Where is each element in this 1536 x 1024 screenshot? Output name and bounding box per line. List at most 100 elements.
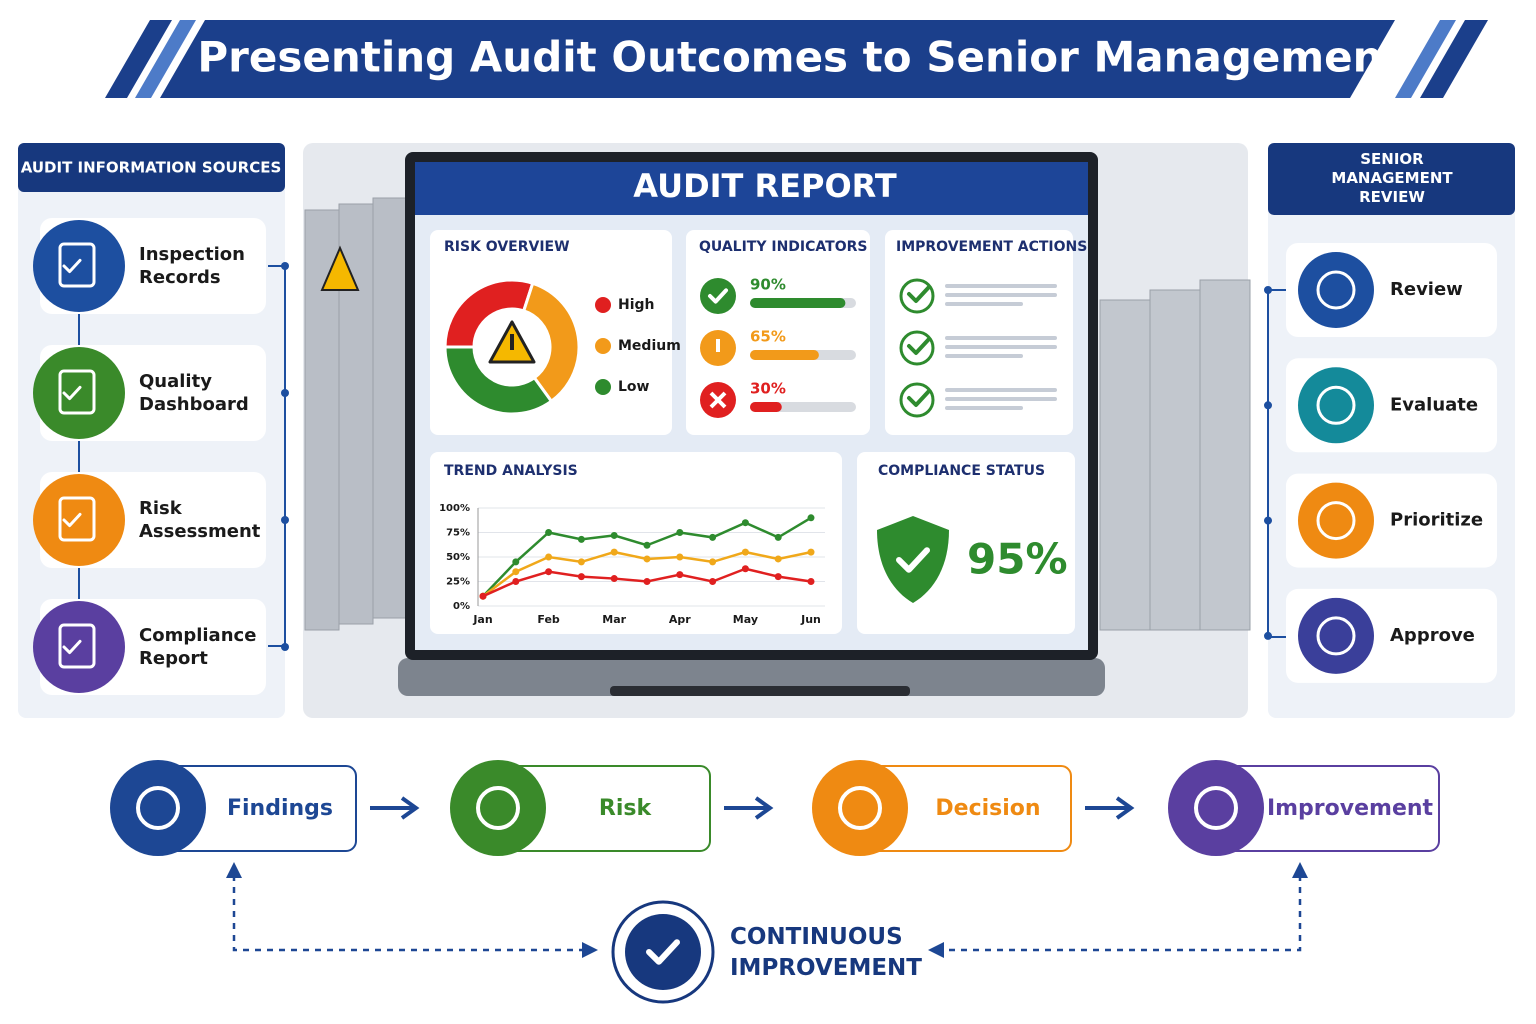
source-label: Quality Dashboard: [139, 371, 249, 415]
donut-segment: [521, 281, 581, 404]
flow-icon: [450, 760, 546, 856]
cycle-label: CONTINUOUS IMPROVEMENT: [730, 924, 922, 981]
card-title: IMPROVEMENT ACTIONS: [896, 239, 1087, 255]
cabinet: [1149, 289, 1201, 631]
donut-segment: [443, 345, 554, 416]
action-line: [945, 397, 1057, 401]
trend-point: [479, 592, 487, 600]
banner-stripe: [1420, 20, 1488, 98]
action-line: [945, 336, 1057, 340]
action-line: [945, 406, 1023, 410]
review-label: Approve: [1390, 625, 1475, 646]
action-icon: [899, 278, 935, 314]
trend-point: [807, 548, 815, 556]
arrow-head: [226, 862, 242, 878]
action-line: [945, 345, 1057, 349]
icon-ring: [1194, 786, 1238, 830]
banner-stripe: [105, 20, 172, 98]
check-icon: [708, 288, 728, 304]
icon-ring: [838, 786, 882, 830]
action-line: [945, 284, 1057, 288]
review-label: Review: [1390, 279, 1463, 300]
legend-dot: [595, 379, 611, 395]
icon-mark: [709, 391, 727, 409]
check-icon: [907, 389, 931, 407]
icon-ring: [1316, 270, 1356, 310]
indicator-bar: [750, 350, 819, 360]
cabinet: [1099, 299, 1151, 631]
report-card: [686, 230, 870, 435]
indicator-bar: [750, 298, 846, 308]
trend-point: [643, 541, 651, 549]
legend-dot: [595, 338, 611, 354]
action-line: [945, 388, 1057, 392]
action-line: [945, 302, 1023, 306]
trend-point: [774, 555, 782, 563]
trend-point: [610, 575, 618, 583]
sources-header: [18, 143, 285, 192]
review-title-line: MANAGEMENT: [1331, 169, 1453, 187]
check-icon: [646, 939, 680, 965]
trend-point: [741, 565, 749, 573]
icon-doc: [58, 623, 96, 669]
trend-point: [512, 578, 520, 585]
cycle-path: [940, 875, 1302, 952]
cycle-label-line: CONTINUOUS: [730, 924, 903, 950]
source-icon: [33, 220, 125, 312]
x-tick-label: Jan: [472, 613, 492, 626]
y-tick-label: 0%: [453, 601, 470, 612]
cycle-icon: [625, 914, 701, 990]
indicator-label: 30%: [750, 380, 786, 398]
indicator-icon: [700, 278, 736, 314]
source-label-line: Report: [139, 648, 208, 669]
trend-point: [709, 578, 717, 585]
cabinet: [372, 197, 408, 619]
x-tick-label: Mar: [602, 613, 626, 626]
flow-label: Findings: [227, 796, 333, 821]
trend-point: [610, 548, 618, 556]
connector: [1267, 289, 1286, 638]
icon-ring: [1316, 501, 1356, 541]
icon-doc: [58, 242, 96, 288]
icon-doc: [58, 369, 96, 415]
flow-icon: [110, 760, 206, 856]
trend-point: [512, 558, 520, 566]
trend-point: [807, 514, 815, 522]
review-title-line: SENIOR: [1360, 150, 1424, 168]
legend-label: Low: [618, 379, 650, 395]
check-icon: [62, 639, 82, 655]
sources-title: AUDIT INFORMATION SOURCES: [21, 159, 282, 177]
source-label: Risk Assessment: [139, 498, 261, 542]
cabinet: [1199, 279, 1251, 631]
check-icon: [62, 512, 82, 528]
check-icon: [907, 337, 931, 355]
connector-dot: [1264, 631, 1272, 640]
shield-icon: [877, 516, 949, 603]
trend-point: [807, 578, 815, 585]
source-label-line: Risk: [139, 498, 183, 519]
review-icon: [1298, 597, 1374, 674]
trend-point: [643, 578, 651, 585]
flow-label: Improvement: [1267, 796, 1434, 821]
flow-label: Risk: [599, 796, 653, 821]
trend-point: [577, 558, 585, 566]
connector-dot: [281, 389, 289, 397]
connector-dot: [1264, 286, 1272, 294]
trend-point: [741, 548, 749, 556]
title-banner: [160, 20, 1395, 98]
trend-point: [577, 573, 585, 581]
icon-doc: [58, 496, 96, 542]
flow-label: Decision: [935, 796, 1040, 821]
review-title: SENIOR MANAGEMENT REVIEW: [1331, 150, 1453, 206]
review-title-line: REVIEW: [1359, 188, 1425, 206]
y-tick-label: 75%: [446, 528, 470, 539]
card-title: COMPLIANCE STATUS: [878, 463, 1045, 479]
trend-point: [741, 519, 749, 527]
trend-point: [643, 555, 651, 563]
flow-icon: [1168, 760, 1264, 856]
page-title: Presenting Audit Outcomes to Senior Mana…: [197, 33, 1402, 82]
source-label: Inspection Records: [139, 244, 245, 288]
y-tick-label: 50%: [446, 552, 470, 563]
action-icon: [899, 330, 935, 366]
